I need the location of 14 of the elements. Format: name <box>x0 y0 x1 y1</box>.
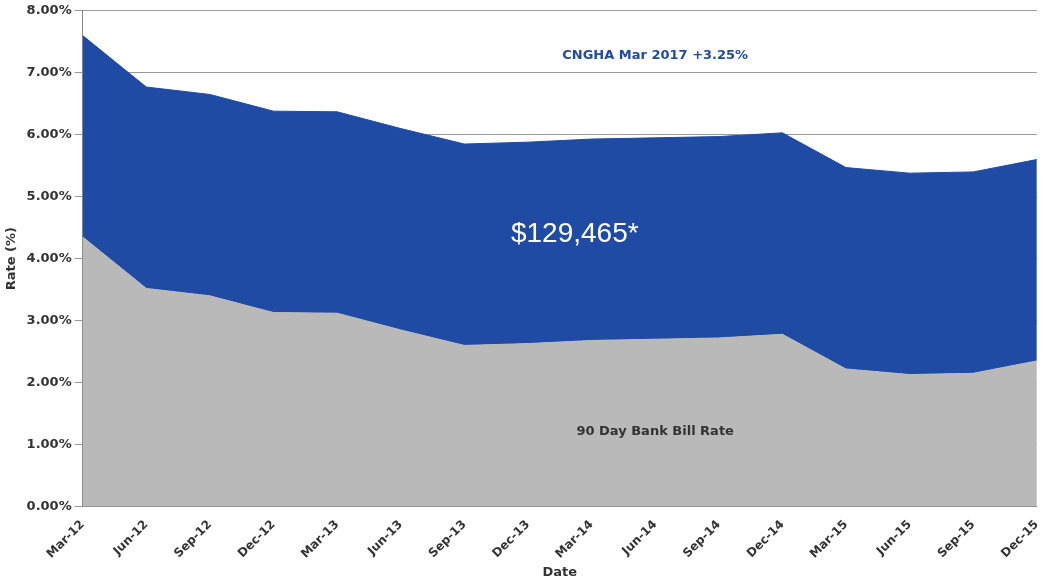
y-axis-title: Rate (%) <box>3 227 19 291</box>
x-axis-title: Date <box>542 563 578 579</box>
y-tick-label: 7.00% <box>26 64 72 80</box>
y-tick-label: 3.00% <box>26 312 72 328</box>
y-tick-label: 8.00% <box>26 2 72 18</box>
text: CNGHA Mar 2017 +3.25% <box>562 46 749 62</box>
annotation: $129,465* <box>510 216 639 248</box>
series-label: 90 Day Bank Bill Rate <box>576 422 735 438</box>
y-tick-label: 0.00% <box>26 497 72 513</box>
y-tick-label: 4.00% <box>26 250 72 266</box>
y-tick-label: 2.00% <box>26 373 72 389</box>
y-tick-label: 6.00% <box>26 126 72 142</box>
y-tick-label: 5.00% <box>26 188 72 204</box>
y-tick-label: 1.00% <box>26 435 72 451</box>
